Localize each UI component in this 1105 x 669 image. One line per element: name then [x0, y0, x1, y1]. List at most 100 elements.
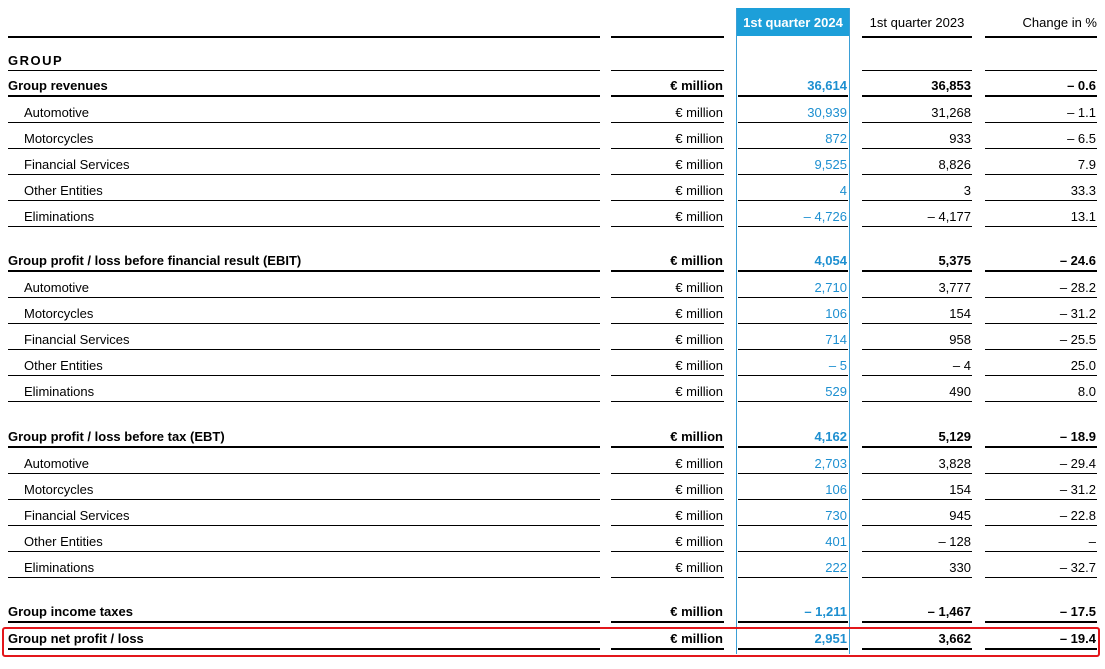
row-unit: € million	[611, 629, 724, 650]
row-change-percent: – 22.8	[985, 505, 1097, 526]
row-label: Group net profit / loss	[8, 629, 600, 650]
row-unit: € million	[611, 251, 724, 272]
row-value-previous: 36,853	[862, 76, 972, 97]
row-unit: € million	[611, 154, 724, 175]
row-value-previous: 8,826	[862, 154, 972, 175]
column-header-current: 1st quarter 2024	[737, 8, 849, 36]
row-value-previous: – 1,467	[862, 602, 972, 623]
row-value-current: 730	[738, 505, 848, 526]
row-value-previous: – 128	[862, 531, 972, 552]
row-value-current: 401	[738, 531, 848, 552]
row-value-current: 2,710	[738, 277, 848, 298]
row-label: Eliminations	[8, 206, 600, 227]
row-unit: € million	[611, 180, 724, 201]
row-label: Other Entities	[8, 180, 600, 201]
row-value-previous: 3,828	[862, 453, 972, 474]
row-value-current: – 1,211	[738, 602, 848, 623]
table-row: Motorcycles € million 872 933 – 6.5	[0, 128, 1105, 150]
row-unit: € million	[611, 557, 724, 578]
row-unit: € million	[611, 128, 724, 149]
row-change-percent: – 25.5	[985, 329, 1097, 350]
row-change-percent: – 19.4	[985, 629, 1097, 650]
row-label: Automotive	[8, 102, 600, 123]
row-unit: € million	[611, 303, 724, 324]
row-label: Group profit / loss before financial res…	[8, 251, 600, 272]
section-rule	[862, 70, 972, 71]
row-unit: € million	[611, 505, 724, 526]
table-row: Group profit / loss before financial res…	[0, 251, 1105, 273]
table-row: Motorcycles € million 106 154 – 31.2	[0, 479, 1105, 501]
row-unit: € million	[611, 531, 724, 552]
row-value-previous: 330	[862, 557, 972, 578]
column-header-change: Change in %	[1022, 14, 1097, 30]
row-change-percent: – 17.5	[985, 602, 1097, 623]
row-value-previous: 154	[862, 479, 972, 500]
row-value-current: 222	[738, 557, 848, 578]
row-unit: € million	[611, 479, 724, 500]
row-value-previous: 3,777	[862, 277, 972, 298]
row-value-current: 4,054	[738, 251, 848, 272]
header-rule-unit	[611, 36, 724, 38]
column-header-previous: 1st quarter 2023	[869, 14, 965, 30]
row-label: Other Entities	[8, 355, 600, 376]
table-row: Eliminations € million – 4,726 – 4,177 13.1	[0, 206, 1105, 228]
net-profit-highlight-box	[2, 627, 1100, 657]
section-rule	[8, 70, 600, 71]
row-value-current: 529	[738, 381, 848, 402]
table-row: Motorcycles € million 106 154 – 31.2	[0, 303, 1105, 325]
row-change-percent: – 31.2	[985, 303, 1097, 324]
table-row: Eliminations € million 529 490 8.0	[0, 381, 1105, 403]
table-row: Financial Services € million 9,525 8,826 7.9	[0, 154, 1105, 176]
row-value-current: 2,703	[738, 453, 848, 474]
row-unit: € million	[611, 102, 724, 123]
row-value-current: 106	[738, 479, 848, 500]
table-row: Eliminations € million 222 330 – 32.7	[0, 557, 1105, 579]
row-value-previous: 958	[862, 329, 972, 350]
row-value-previous: 3	[862, 180, 972, 201]
row-label: Financial Services	[8, 329, 600, 350]
row-change-percent: –	[985, 531, 1097, 552]
row-unit: € million	[611, 381, 724, 402]
current-period-column-frame	[736, 8, 850, 654]
row-change-percent: – 29.4	[985, 453, 1097, 474]
row-change-percent: 8.0	[985, 381, 1097, 402]
table-row: Other Entities € million 401 – 128–	[0, 531, 1105, 553]
row-value-current: – 4,726	[738, 206, 848, 227]
row-value-current: 4	[738, 180, 848, 201]
row-change-percent: – 18.9	[985, 427, 1097, 448]
row-unit: € million	[611, 602, 724, 623]
row-unit: € million	[611, 427, 724, 448]
table-row: Group net profit / loss € million 2,951 3,6…	[0, 629, 1105, 651]
row-value-previous: – 4	[862, 355, 972, 376]
header-rule-previous	[862, 36, 972, 38]
table-row: Other Entities € million 4 3 33.3	[0, 180, 1105, 202]
row-label: Motorcycles	[8, 128, 600, 149]
row-value-current: 30,939	[738, 102, 848, 123]
row-value-current: 4,162	[738, 427, 848, 448]
row-value-previous: 31,268	[862, 102, 972, 123]
section-title: GROUP	[8, 53, 64, 68]
row-label: Automotive	[8, 453, 600, 474]
table-row: Other Entities € million – 5 – 4 25.0	[0, 355, 1105, 377]
row-label: Group income taxes	[8, 602, 600, 623]
row-value-previous: – 4,177	[862, 206, 972, 227]
row-label: Eliminations	[8, 381, 600, 402]
row-label: Motorcycles	[8, 303, 600, 324]
row-value-current: 872	[738, 128, 848, 149]
row-unit: € million	[611, 277, 724, 298]
row-change-percent: – 28.2	[985, 277, 1097, 298]
row-change-percent: 25.0	[985, 355, 1097, 376]
row-value-current: 2,951	[738, 629, 848, 650]
row-change-percent: – 6.5	[985, 128, 1097, 149]
row-label: Other Entities	[8, 531, 600, 552]
row-value-previous: 3,662	[862, 629, 972, 650]
row-label: Eliminations	[8, 557, 600, 578]
row-value-current: – 5	[738, 355, 848, 376]
row-change-percent: 7.9	[985, 154, 1097, 175]
table-row: Group revenues € million 36,614 36,853 – 0.6	[0, 76, 1105, 98]
row-label: Motorcycles	[8, 479, 600, 500]
row-label: Financial Services	[8, 154, 600, 175]
row-change-percent: 13.1	[985, 206, 1097, 227]
row-change-percent: – 32.7	[985, 557, 1097, 578]
row-change-percent: – 31.2	[985, 479, 1097, 500]
